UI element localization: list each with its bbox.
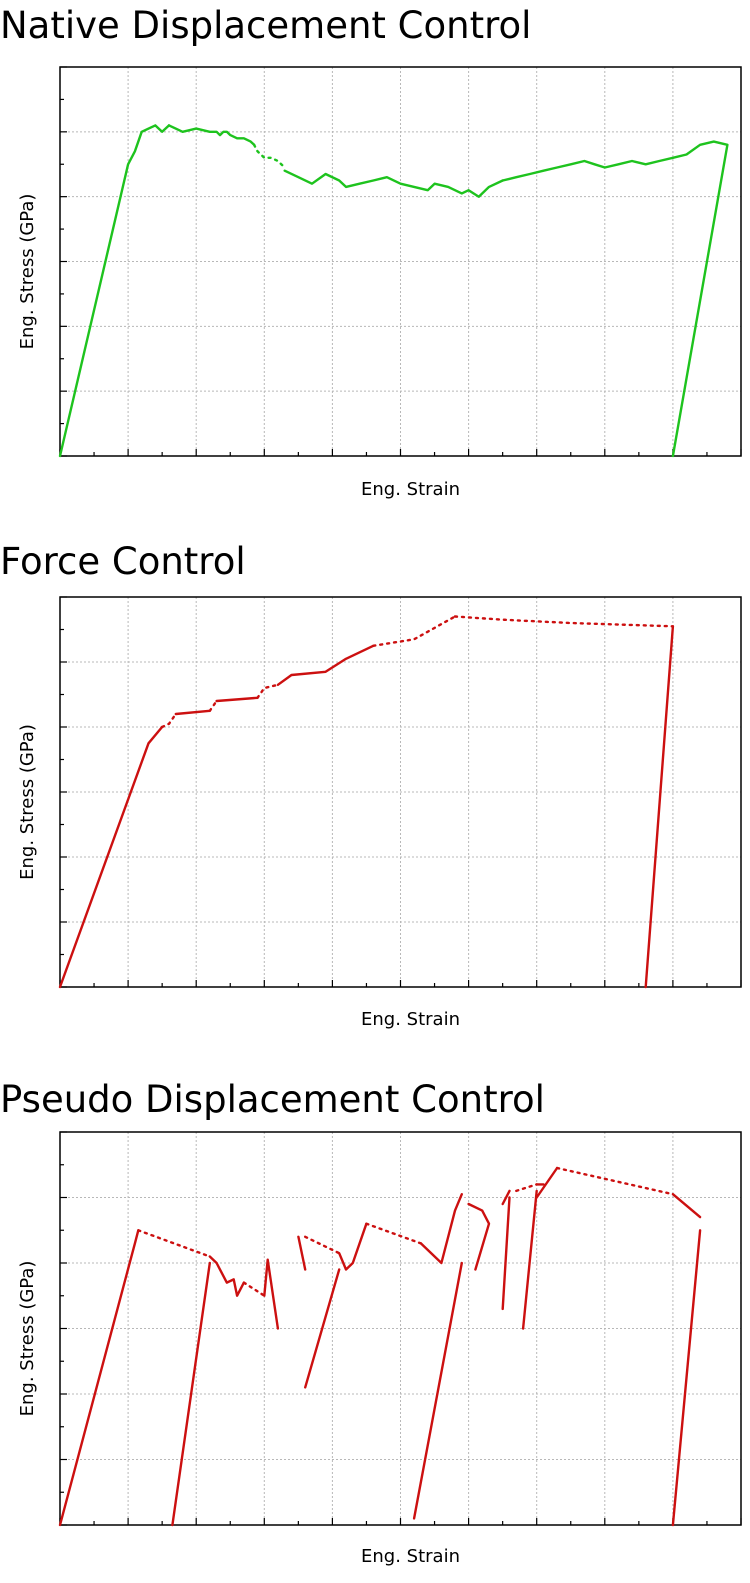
series-line	[467, 1202, 491, 1271]
series-line	[372, 615, 457, 648]
y-axis-label: Eng. Stress (GPa)	[17, 724, 38, 880]
series-group	[58, 124, 729, 458]
series-line	[338, 1222, 368, 1271]
chart-panel-pseudo: Pseudo Displacement Control Eng. Strain E…	[0, 1070, 750, 1583]
x-axis-label: Eng. Strain	[361, 1009, 460, 1030]
series-line	[242, 1281, 266, 1297]
series-line	[137, 1229, 212, 1258]
series-line	[644, 625, 675, 989]
x-axis-label: Eng. Strain	[361, 479, 460, 500]
series-line	[521, 1189, 538, 1330]
series-line	[256, 683, 280, 700]
series-line	[671, 1192, 702, 1219]
series-line	[501, 1189, 511, 1206]
series-line	[208, 699, 218, 713]
series-group	[58, 1166, 702, 1527]
grid	[60, 67, 741, 456]
y-axis-label: Eng. Stress (GPa)	[17, 194, 38, 350]
series-line	[58, 1229, 140, 1527]
chart-panel-native: Native Displacement Control Eng. Strain E…	[0, 0, 750, 510]
series-line	[215, 696, 259, 703]
series-line	[167, 124, 256, 147]
series-line	[304, 1268, 341, 1389]
plot-frame	[59, 596, 742, 988]
series-line	[263, 1258, 280, 1330]
grid	[60, 597, 741, 987]
series-line	[365, 1222, 423, 1245]
series-line	[412, 1261, 463, 1520]
series-group	[58, 615, 675, 989]
grid	[60, 1132, 741, 1525]
series-line	[160, 712, 178, 729]
series-line	[208, 1255, 246, 1297]
series-line	[283, 169, 504, 198]
series-line	[297, 1235, 307, 1271]
x-axis-label: Eng. Strain	[361, 1546, 460, 1567]
y-axis-label: Eng. Stress (GPa)	[17, 1261, 38, 1417]
series-line	[58, 124, 171, 458]
chart-plot: Eng. Strain Eng. Stress (GPa)	[17, 1131, 742, 1567]
series-line	[304, 1235, 341, 1255]
series-line	[555, 1166, 675, 1196]
chart-title: Force Control	[0, 540, 246, 583]
series-line	[252, 143, 286, 169]
series-line	[515, 1183, 538, 1193]
series-line	[671, 1229, 702, 1527]
series-line	[58, 725, 164, 989]
series-line	[501, 1196, 511, 1311]
chart-plot: Eng. Strain Eng. Stress (GPa)	[17, 66, 742, 500]
series-line	[501, 140, 729, 458]
chart-panel-force: Force Control Eng. Strain Eng. Stress (GP…	[0, 530, 750, 1040]
chart-title: Pseudo Displacement Control	[0, 1078, 545, 1121]
series-line	[276, 644, 375, 687]
chart-plot: Eng. Strain Eng. Stress (GPa)	[17, 596, 742, 1030]
chart-title: Native Displacement Control	[0, 4, 532, 47]
series-line	[453, 615, 675, 628]
series-line	[419, 1192, 463, 1265]
series-line	[535, 1166, 559, 1199]
plot-frame	[59, 66, 742, 457]
plot-frame	[59, 1131, 742, 1526]
series-line	[174, 709, 212, 716]
series-line	[171, 1261, 212, 1527]
